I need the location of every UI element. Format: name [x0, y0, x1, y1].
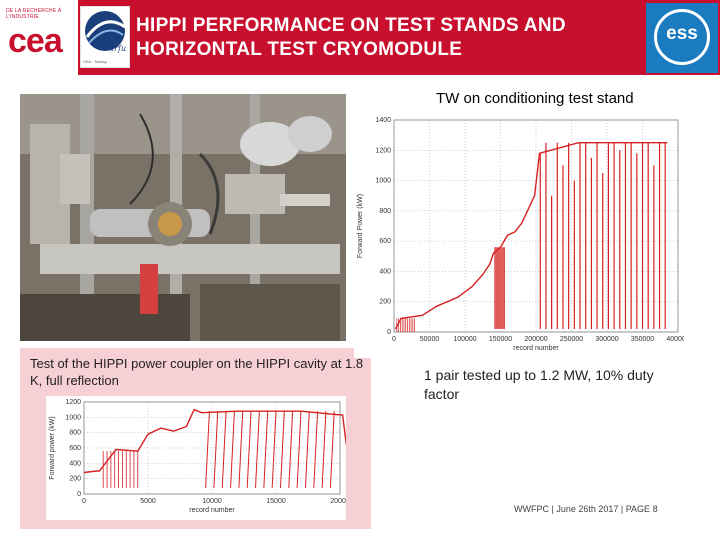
conditioning-spike [329, 411, 335, 488]
conditioning-spike [296, 411, 302, 488]
conditioning-spike [205, 411, 210, 488]
y-tick-label: 400 [379, 268, 391, 275]
conditioning-spike [271, 411, 277, 488]
y-tick-label: 600 [69, 445, 81, 452]
y-tick-label: 800 [69, 430, 81, 437]
series-line [83, 408, 346, 474]
tw-chart-heading: TW on conditioning test stand [436, 90, 634, 107]
cea-wordmark: cea [8, 22, 63, 60]
x-tick-label: 20000 [330, 498, 346, 505]
svg-text:Irfu: Irfu [110, 44, 126, 53]
irfu-emblem-icon: Irfu [85, 11, 126, 53]
ess-logo: ess [646, 3, 718, 73]
test-stand-photo-icon [20, 94, 346, 341]
x-axis-label: record number [513, 345, 559, 352]
test-stand-photo [20, 94, 346, 341]
page-title: HIPPI PERFORMANCE ON TEST STANDS AND HOR… [136, 14, 566, 62]
conditioning-spike [263, 411, 269, 488]
y-tick-label: 0 [77, 491, 81, 498]
conditioning-spike [246, 411, 252, 488]
x-tick-label: 0 [392, 336, 396, 343]
x-axis-label: record number [189, 507, 235, 514]
conditioning-spike [238, 411, 244, 488]
y-tick-label: 1400 [375, 117, 391, 124]
page-title-line-2: HORIZONTAL TEST CRYOMODULE [136, 39, 463, 60]
tw-conditioning-chart: 0 200 400 600 800 1000 1200 1400 0 50000 100000 150… [354, 110, 684, 358]
conditioning-spike [321, 411, 327, 488]
ess-ring-icon [654, 9, 710, 65]
x-tick-label: 100000 [453, 336, 476, 343]
conditioning-spike [221, 411, 227, 488]
y-tick-label: 1200 [65, 399, 81, 406]
y-tick-label: 600 [379, 238, 391, 245]
x-tick-label: 350000 [631, 336, 654, 343]
y-tick-label: 0 [387, 329, 391, 336]
cea-tagline: DE LA RECHERCHE À L'INDUSTRIE [6, 8, 62, 20]
y-tick-label: 1000 [65, 414, 81, 421]
tw-result-text: 1 pair tested up to 1.2 MW, 10% duty fac… [424, 367, 654, 402]
x-tick-label: 400000 [666, 336, 684, 343]
x-tick-label: 50000 [420, 336, 440, 343]
x-tick-label: 5000 [140, 498, 156, 505]
hippi-cavity-chart: 0 200 400 600 800 1000 1200 0 5000 10000 15000 2000… [46, 396, 346, 520]
y-tick-label: 800 [379, 208, 391, 215]
cea-logo: DE LA RECHERCHE À L'INDUSTRIE cea [0, 0, 78, 75]
y-tick-label: 200 [379, 299, 391, 306]
ess-wordmark: ess [666, 23, 698, 44]
footer-text: WWFPC | June 26th 2017 | PAGE 8 [514, 504, 658, 514]
conditioning-spike [304, 411, 310, 488]
header-band: DE LA RECHERCHE À L'INDUSTRIE cea Irfu C… [0, 0, 720, 75]
conditioning-spike [313, 411, 319, 488]
x-tick-label: 200000 [524, 336, 547, 343]
page-title-line-1: HIPPI PERFORMANCE ON TEST STANDS AND [136, 15, 566, 36]
conditioning-spike [279, 411, 285, 488]
x-tick-label: 150000 [489, 336, 512, 343]
y-axis-label: Forward Power (kW) [357, 194, 364, 258]
conditioning-spike [255, 411, 260, 488]
x-tick-label: 15000 [266, 498, 286, 505]
y-tick-label: 1000 [375, 178, 391, 185]
irfu-label: CEA · Saclay [81, 58, 129, 67]
x-tick-label: 300000 [595, 336, 618, 343]
y-tick-label: 1200 [375, 147, 391, 154]
x-tick-label: 250000 [560, 336, 583, 343]
conditioning-spike [288, 411, 294, 488]
irfu-logo: Irfu CEA · Saclay [80, 6, 130, 68]
y-tick-label: 200 [69, 476, 81, 483]
conditioning-spike [213, 411, 219, 488]
x-tick-label: 10000 [202, 498, 222, 505]
y-axis-label: Forward power (kW) [49, 416, 56, 479]
hippi-caption: Test of the HIPPI power coupler on the H… [30, 356, 364, 388]
conditioning-spike [230, 411, 235, 488]
y-tick-label: 400 [69, 460, 81, 467]
x-tick-label: 0 [82, 498, 86, 505]
